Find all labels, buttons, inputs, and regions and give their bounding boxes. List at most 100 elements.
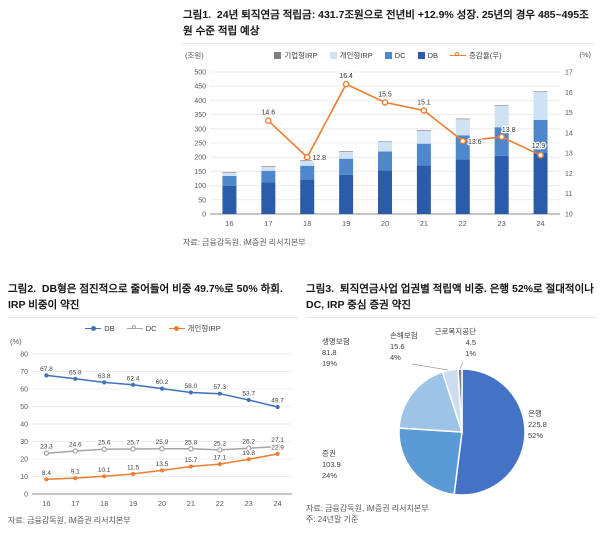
x-axis-tick-label: 23: [497, 219, 505, 228]
legend-item-personal-irp: 개인형IRP: [329, 50, 373, 61]
legend-item-growth-rate: 증감율(우): [450, 50, 502, 61]
y-axis-tick-label: 80: [20, 351, 28, 358]
value-label: 26.2: [242, 438, 255, 445]
figure2-chart: 0 10 20 30 40 50 60 70 80 16 17 18 19 20 21 22 23 24 67.8 6…: [20, 351, 292, 508]
y-axis-tick-label: 0: [24, 491, 28, 498]
open-circle-marker: [43, 449, 50, 456]
bar-segment-DC: [261, 170, 276, 183]
legend-label: DB: [427, 50, 439, 60]
bar-segment-개인형IRP: [300, 159, 315, 166]
line-marker: [537, 151, 544, 158]
line-marker: [420, 106, 428, 114]
line-marker: [381, 98, 389, 106]
leader-line: [459, 361, 464, 369]
swatch-icon: [384, 51, 392, 59]
value-label: 8.4: [42, 469, 51, 476]
bar-segment-DC: [533, 119, 548, 153]
y-axis-left-tick-label: 200: [194, 154, 206, 161]
pie-slice-name: 손해보험: [390, 330, 418, 340]
legend-label: 증감율(우): [469, 50, 502, 60]
line-marker-icon: [168, 325, 185, 331]
left-axis-unit: (조원): [185, 50, 204, 60]
bar-segment-개인형IRP: [455, 118, 470, 135]
value-label: 22.9: [271, 444, 284, 451]
value-label: 58.0: [185, 383, 198, 390]
circle-marker: [44, 476, 49, 481]
pie-slice-name: 증권: [322, 448, 336, 458]
pie-slice-근로복지공단: [457, 367, 463, 432]
bar-segment-개인형IRP: [378, 141, 392, 152]
bar-segment-DB: [300, 179, 315, 214]
line-marker: [265, 116, 272, 124]
value-label: 57.3: [213, 384, 226, 391]
figure3-panel: 그림3. 퇴직연금사업 업권별 적립액 비중. 은행 52%로 절대적이나 DC…: [306, 282, 596, 525]
y-axis-right-tick-label: 14: [565, 130, 573, 137]
y-axis-left-tick-label: 150: [194, 168, 206, 175]
pie-slice-value: 225.8: [528, 419, 547, 429]
figure3-note: 주: 24년말 기준: [306, 514, 359, 524]
y-axis-left-tick-label: 400: [194, 97, 206, 104]
bar-segment-기업형IRP: [416, 129, 431, 131]
swatch-icon: [274, 51, 282, 59]
legend-item-dc: DC: [384, 50, 406, 60]
pie-slice-pct: 1%: [465, 349, 476, 358]
pie-slice-생명보험: [398, 370, 464, 433]
value-label: 11.5: [127, 464, 140, 471]
value-label: 63.8: [98, 372, 111, 379]
bar-segment-DC: [222, 175, 237, 186]
line-value-label: 13.8: [502, 126, 516, 133]
y-axis-right-tick-label: 11: [565, 191, 572, 198]
y-axis-tick-label: 30: [20, 439, 28, 446]
line-marker: [459, 137, 467, 144]
x-axis-tick-label: 17: [264, 219, 272, 228]
bar-segment-기업형IRP: [533, 90, 548, 92]
line-marker-icon: [450, 52, 467, 56]
x-axis-tick-label: 21: [420, 219, 428, 228]
circle-marker: [131, 471, 136, 476]
bar-segment-기업형IRP: [455, 118, 470, 119]
circle-marker: [102, 379, 107, 384]
legend-label: DC: [394, 50, 406, 60]
pie-slice-name: 생명보험: [322, 336, 350, 346]
pie-label-general-insurance: 손해보험 15.6 4%: [390, 330, 418, 364]
circle-marker: [275, 404, 280, 409]
circle-marker: [159, 386, 165, 391]
circle-marker-icon: [90, 325, 96, 331]
value-label: 67.8: [40, 365, 53, 372]
value-label: 17.1: [213, 454, 226, 461]
bar-segment-DB: [494, 155, 509, 214]
open-circle-marker: [101, 445, 107, 452]
circle-marker: [246, 456, 251, 461]
pie-slice-value: 4.5: [465, 337, 476, 347]
x-axis-tick-label: 22: [459, 219, 467, 228]
bar-segment-개인형IRP: [222, 171, 237, 176]
figure1-panel: 그림1. 24년 퇴직연금 적립금: 431.7조원으로 전년비 +12.9% …: [183, 8, 593, 248]
pie-label-life-insurance: 생명보험 81.8 19%: [322, 336, 350, 370]
open-circle-marker: [130, 445, 136, 452]
x-axis-tick-label: 16: [42, 499, 50, 508]
circle-marker: [217, 461, 222, 466]
bar-segment-기업형IRP: [339, 150, 354, 152]
value-label: 25.7: [127, 439, 140, 446]
y-axis-right-tick-label: 16: [565, 89, 573, 96]
figure1-chart: 0 50 100 150 200 250 300 350 400 450 500 10 11 12 13 14…: [194, 69, 573, 228]
value-label: 49.7: [271, 397, 284, 404]
figure3-chart-area: 생명보험 81.8 19% 손해보험 15.6 4% 근로복지공단 4.5 1%…: [306, 324, 596, 502]
bar-segment-개인형IRP: [494, 105, 509, 127]
line-marker-icon: [126, 325, 143, 329]
figure3-pie-chart: [398, 361, 526, 496]
x-axis-tick-label: 20: [381, 219, 389, 228]
x-axis-tick-label: 24: [536, 219, 544, 228]
value-label: 15.7: [185, 457, 198, 464]
circle-marker: [275, 451, 280, 456]
bar-segment-DB: [261, 182, 276, 214]
x-axis-tick-label: 22: [216, 499, 224, 508]
right-axis-unit: (%): [579, 49, 591, 59]
value-label: 9.1: [71, 468, 80, 475]
bar-segment-DC: [339, 158, 354, 175]
y-axis-left-tick-label: 500: [194, 69, 206, 76]
x-axis-tick-label: 19: [342, 219, 350, 228]
pie-slice-name: 은행: [528, 408, 542, 418]
bar-segment-기업형IRP: [494, 104, 509, 106]
bar-segment-DC: [300, 165, 315, 180]
